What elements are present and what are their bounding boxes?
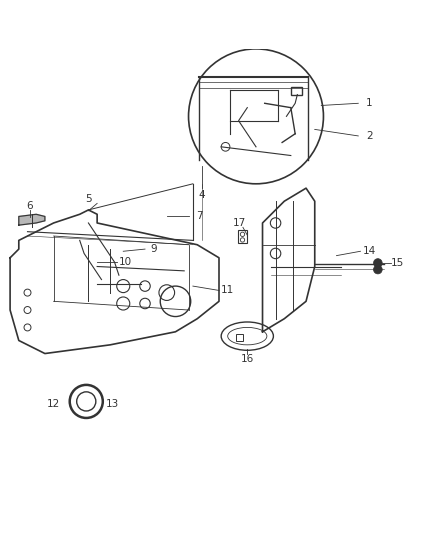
FancyBboxPatch shape: [236, 334, 244, 341]
Text: 13: 13: [106, 399, 119, 409]
Polygon shape: [19, 214, 45, 225]
Text: 7: 7: [196, 212, 203, 221]
Text: 12: 12: [47, 399, 60, 409]
Text: 6: 6: [26, 200, 33, 211]
Text: 11: 11: [221, 286, 234, 295]
Text: 10: 10: [119, 257, 132, 267]
Text: 14: 14: [363, 246, 376, 256]
Text: 1: 1: [366, 98, 372, 108]
Text: 16: 16: [240, 354, 254, 364]
FancyBboxPatch shape: [291, 87, 302, 94]
Text: 5: 5: [85, 194, 92, 204]
Text: 9: 9: [150, 244, 157, 254]
Text: 4: 4: [198, 190, 205, 200]
FancyBboxPatch shape: [238, 230, 247, 244]
Text: 2: 2: [366, 131, 372, 141]
Circle shape: [374, 259, 382, 268]
Text: 15: 15: [391, 258, 404, 268]
Circle shape: [374, 265, 382, 274]
Text: 17: 17: [233, 218, 247, 228]
